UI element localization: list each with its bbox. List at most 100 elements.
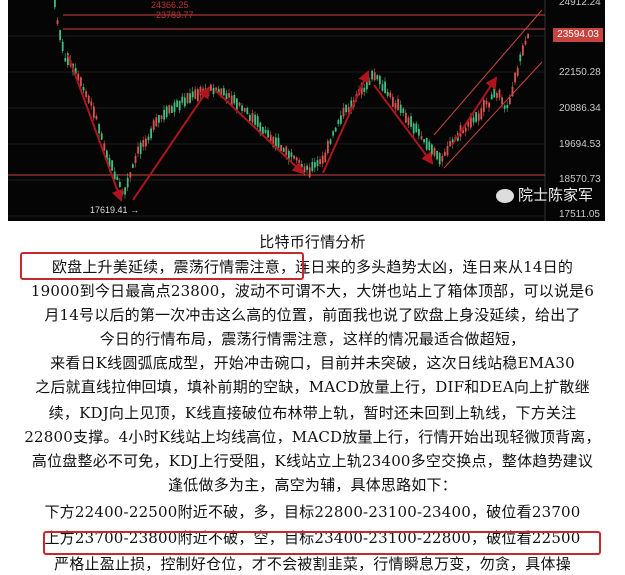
- candle-body: [316, 160, 319, 167]
- candle-body: [319, 159, 321, 165]
- candle-body: [184, 97, 186, 107]
- candle-body: [334, 127, 337, 132]
- candle-body: [181, 96, 184, 103]
- candle-body: [171, 106, 173, 113]
- candle-body: [210, 84, 212, 91]
- candle-body: [113, 171, 116, 180]
- candle-body: [160, 115, 163, 119]
- article-line: 19000到今日最高点23800，波动不可谓不大，大饼也站上了箱体顶部，可以说是…: [30, 282, 595, 300]
- candle-body: [220, 88, 223, 98]
- watermark-text: 院士陈家军: [518, 186, 594, 204]
- candle-body: [345, 104, 347, 113]
- candle-body: [493, 88, 496, 98]
- candle-body: [246, 108, 249, 115]
- candle-body: [249, 114, 251, 121]
- candle-body: [61, 41, 64, 51]
- candle-body: [350, 100, 353, 110]
- axis-label: 17511.05: [559, 209, 600, 220]
- candle-body: [446, 146, 449, 156]
- candle-body: [433, 147, 436, 156]
- candle-body: [80, 77, 82, 87]
- trend-arrow: [322, 70, 370, 174]
- article-line: 欧盘上升美延续，震荡行情需注意，连日来的多头趋势太凶，连日来从14日的: [51, 258, 574, 276]
- candle-body: [173, 102, 176, 113]
- candle-body: [485, 100, 488, 105]
- candle-body: [295, 157, 298, 161]
- candle-body: [470, 117, 472, 128]
- candle-body: [168, 105, 171, 114]
- candle-body: [360, 83, 363, 95]
- article-title: 比特币行情分析: [259, 233, 366, 251]
- candle-body: [119, 181, 121, 187]
- candle-body: [290, 152, 293, 157]
- candle-body: [199, 87, 202, 96]
- candle-body: [186, 92, 189, 104]
- candle-body: [410, 116, 412, 127]
- candle-body: [431, 144, 433, 155]
- candle-body: [405, 112, 407, 123]
- candle-body: [483, 99, 485, 112]
- candle-body: [418, 128, 420, 136]
- candle-body: [54, 0, 56, 8]
- article-line: 逢低做多为主，高空为辅，具体思路如下：: [168, 476, 457, 494]
- candle-body: [399, 104, 402, 113]
- candle-body: [285, 146, 288, 156]
- candle-body: [217, 88, 220, 94]
- candle-body: [321, 155, 324, 164]
- candle-body: [368, 80, 371, 85]
- axis-label: 24912.24: [559, 0, 601, 8]
- article-line: 月14号以后的第一次冲击这么高的位置，前面我也说了欧盘上身没延续，给出了: [44, 306, 581, 324]
- candle-body: [280, 144, 282, 152]
- candle-body: [293, 155, 295, 159]
- candle-body: [98, 124, 100, 134]
- candle-body: [106, 150, 108, 161]
- candle-body: [415, 123, 418, 133]
- article-line: 来看日K线圆弧底成型，开始冲击碗口，目前并未突破，这次日线站稳EMA30: [50, 354, 575, 372]
- candle-body: [298, 160, 301, 165]
- candle-body: [324, 152, 327, 163]
- candle-body: [152, 120, 155, 130]
- article-line: 今日的行情布局，震荡行情需注意，这样的情况最适合做超短，: [99, 330, 526, 348]
- candle-body: [178, 100, 181, 111]
- candle-body: [82, 86, 85, 91]
- candle-body: [467, 119, 470, 127]
- candle-body: [449, 141, 451, 147]
- candle-body: [472, 117, 475, 123]
- candle-body: [475, 112, 477, 122]
- candle-body: [506, 104, 509, 109]
- article-line: 高位盘整必不可免，KDJ上行受阻，K线站立上轨23400多空交换点，整体趋势建议: [31, 452, 594, 470]
- candle-body: [90, 101, 93, 106]
- candle-body: [121, 190, 124, 194]
- candle-body: [522, 45, 524, 56]
- candle-body: [243, 108, 246, 112]
- candle-body: [301, 164, 303, 168]
- candle-body: [303, 166, 306, 173]
- candle-body: [150, 128, 152, 139]
- candle-body: [111, 160, 113, 171]
- highlight-box: [43, 531, 601, 555]
- candle-body: [77, 73, 80, 81]
- article-line: 下方22400-22500附近不破，多，目标22800-23100-23400，…: [44, 503, 581, 521]
- candle-body: [108, 157, 111, 168]
- candle-body: [225, 93, 228, 100]
- candle-body: [311, 161, 314, 172]
- candle-body: [488, 102, 490, 108]
- trend-arrow: [451, 76, 498, 146]
- candle-body: [215, 87, 217, 92]
- candle-body: [366, 81, 368, 90]
- candle-body: [67, 53, 69, 65]
- wechat-icon: [496, 188, 514, 203]
- candle-body: [384, 81, 386, 94]
- candle-body: [402, 108, 405, 114]
- candle-body: [262, 127, 264, 135]
- candle-body: [477, 113, 480, 121]
- candle-body: [519, 54, 522, 62]
- candle-body: [165, 106, 168, 118]
- candle-body: [282, 148, 285, 152]
- candle-body: [251, 113, 254, 123]
- candle-body: [212, 87, 215, 95]
- candle-body: [74, 68, 77, 75]
- candle-body: [524, 40, 527, 45]
- article-line: 22800支撑。4小时K线站上均线高位，MACD放量上行，行情开始出现轻微顶背离…: [24, 428, 601, 446]
- candle-body: [441, 155, 444, 162]
